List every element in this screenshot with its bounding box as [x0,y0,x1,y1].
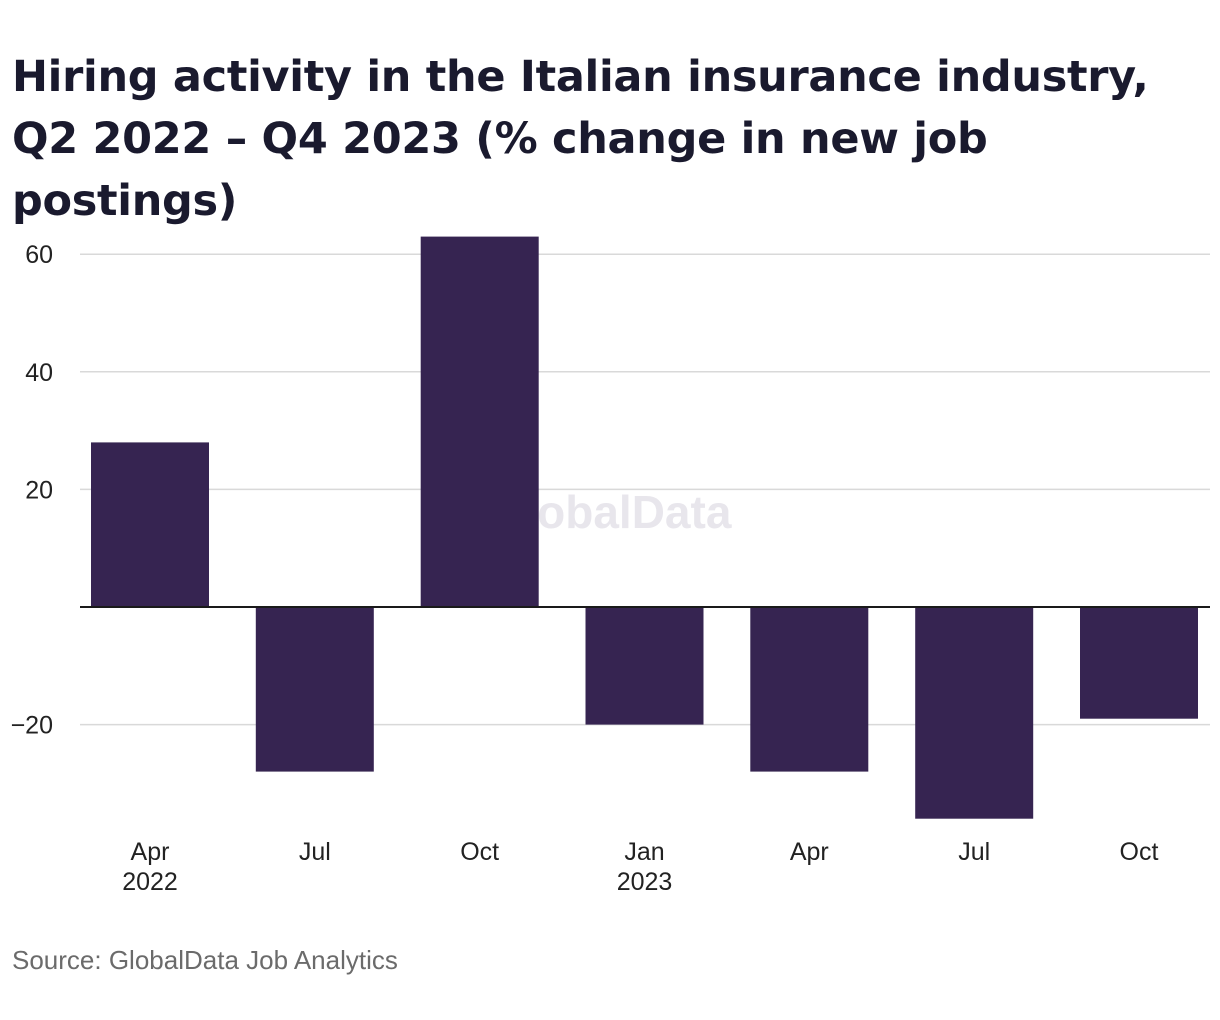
bar [255,607,374,772]
x-tick-label: Jul [958,838,990,866]
source-note: Source: GlobalData Job Analytics [12,945,398,975]
x-tick-label: Oct [1120,838,1159,866]
x-tick-label: Oct [460,838,499,866]
y-tick-label: 40 [25,359,53,387]
bar [750,607,869,772]
bar [91,442,209,607]
bar [420,236,539,607]
y-tick-label: 60 [25,241,53,269]
bar [915,607,1034,819]
y-tick-label: −20 [11,712,53,740]
bars [91,236,1198,819]
bar [585,607,704,725]
y-tick-label: 20 [25,476,53,504]
x-tick-label: Apr 2022 [122,838,178,896]
bar [1080,607,1198,719]
x-axis-ticks: Apr 2022 Jul Oct Jan 2023 Apr Jul Oct [122,838,1158,896]
chart-title: Hiring activity in the Italian insurance… [12,52,1149,226]
x-tick-label: Jul [299,838,331,866]
x-tick-label: Apr [790,838,829,866]
x-tick-label: Jan 2023 [617,838,673,896]
y-axis-ticks: 60 40 20 −20 [11,241,53,739]
